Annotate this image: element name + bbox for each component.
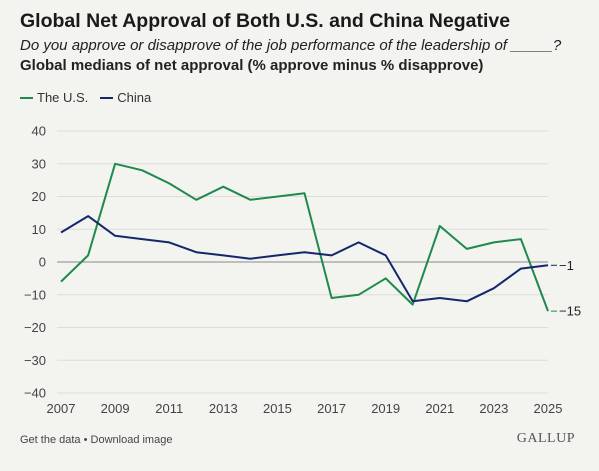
x-tick-label: 2023 [479,401,508,416]
y-tick-label: 20 [32,189,46,204]
x-tick-label: 2015 [263,401,292,416]
legend-swatch-us [20,96,33,99]
chart-legend: The U.S. China [20,90,163,105]
china-end-label: −1 [559,258,574,273]
legend-label-china: China [117,90,152,105]
x-tick-label: 2017 [317,401,346,416]
x-tick-label: 2021 [425,401,454,416]
get-data-link[interactable]: Get the data [20,434,81,446]
footer-links: Get the data • Download image [20,434,172,446]
y-tick-label: −30 [24,353,46,368]
legend-item-china[interactable]: China [100,90,151,105]
x-tick-label: 2013 [209,401,238,416]
y-tick-label: 30 [32,156,46,171]
legend-swatch-china [100,96,114,99]
x-tick-label: 2025 [534,401,563,416]
us-end-label: −15 [559,304,581,319]
us-series-line [60,162,549,312]
y-tick-label: 0 [39,255,46,270]
y-tick-label: 10 [32,222,46,237]
chart-question: Do you approve or disapprove of the job … [20,37,562,54]
legend-item-us[interactable]: The U.S. [20,90,88,105]
x-tick-label: 2011 [155,401,183,416]
china-series-line [60,215,549,303]
download-image-link[interactable]: Download image [90,434,173,446]
x-tick-label: 2007 [47,401,76,416]
chart-subtitle: Global medians of net approval (% approv… [20,57,484,74]
x-tick-label: 2019 [371,401,400,416]
gallup-logo: GALLUP [516,431,575,446]
chart-title: Global Net Approval of Both U.S. and Chi… [20,10,511,32]
y-tick-label: −40 [24,386,46,401]
legend-label-us: The U.S. [37,90,89,105]
y-tick-label: −20 [24,320,46,335]
y-tick-label: 40 [32,124,46,139]
y-tick-label: −10 [24,287,46,302]
footer-separator: • [80,434,91,446]
x-tick-label: 2009 [101,401,130,416]
